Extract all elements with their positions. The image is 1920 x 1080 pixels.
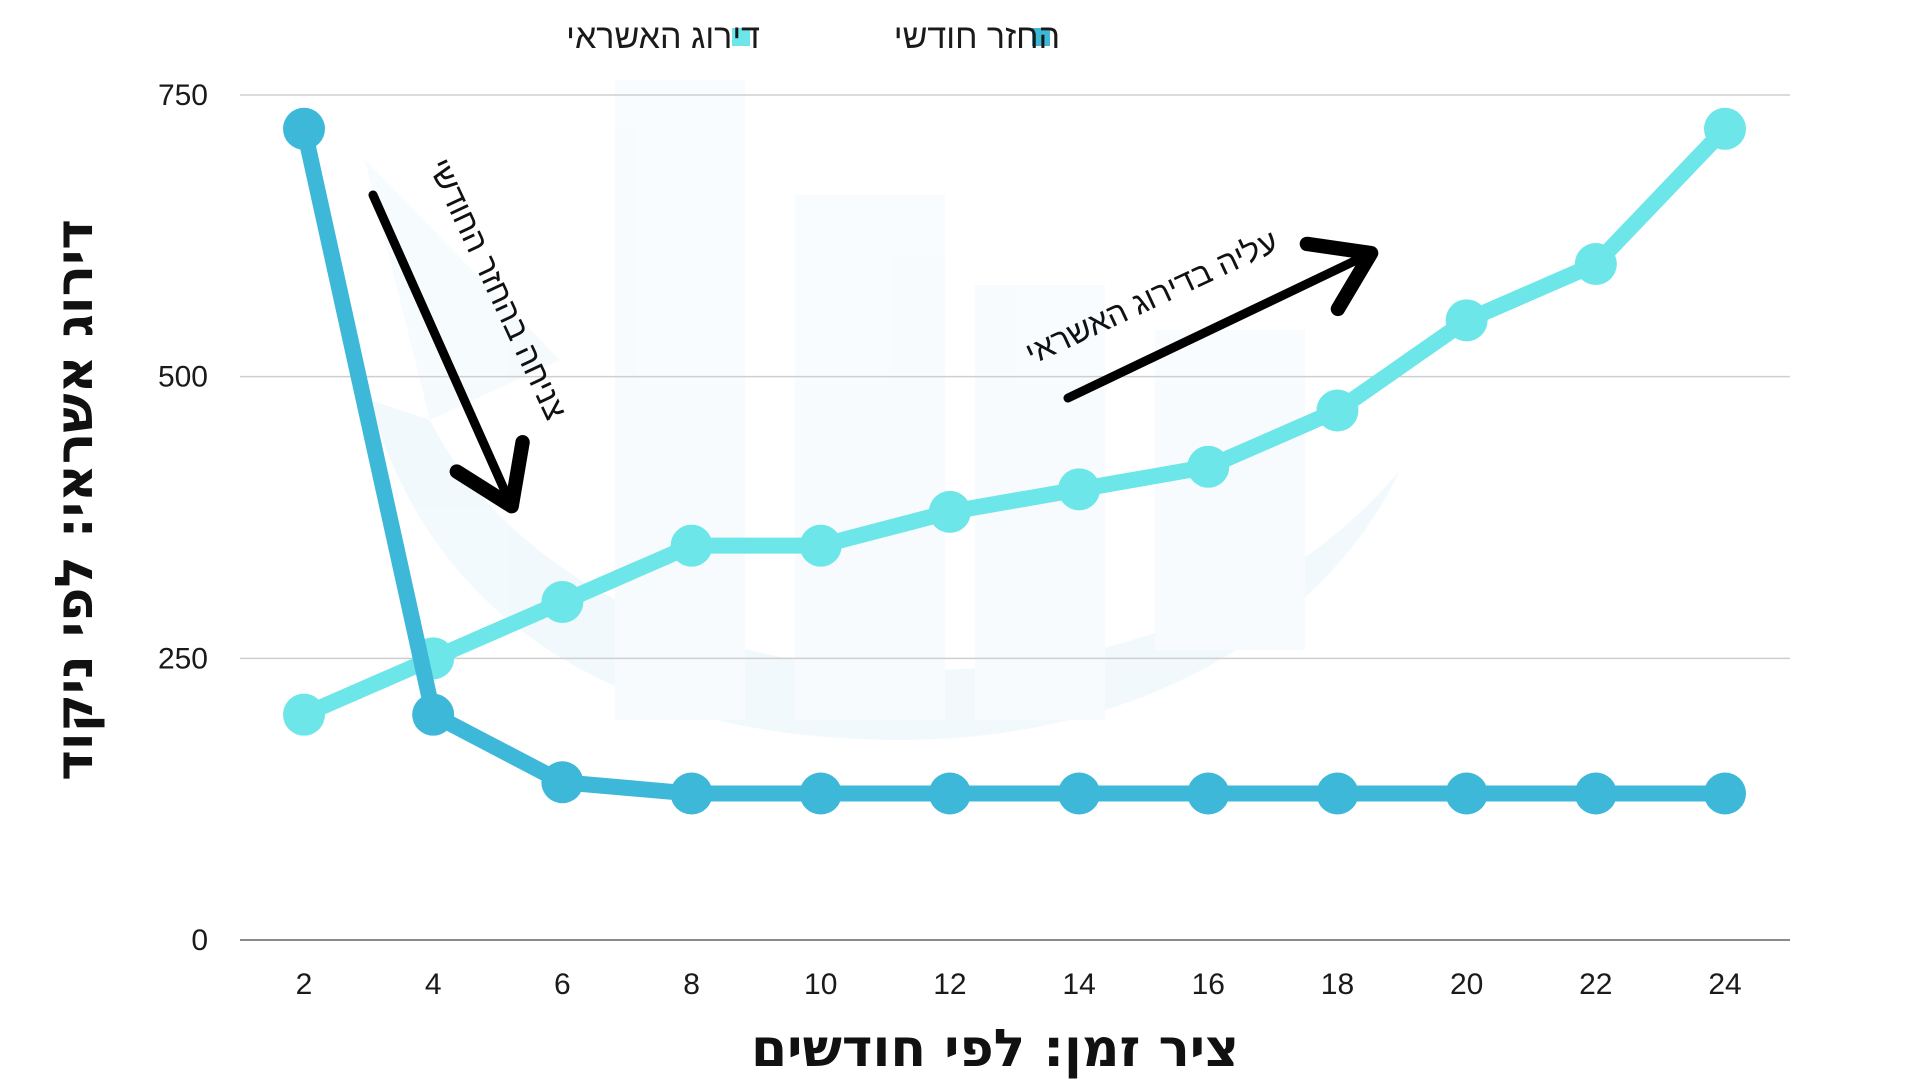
data-point [1445, 299, 1488, 342]
series-lines [283, 107, 1746, 815]
data-point [283, 693, 325, 736]
y-axis-ticks: 0 250 500 750 [158, 79, 208, 957]
x-tick-label: 24 [1708, 968, 1741, 1001]
y-tick-label: 0 [191, 924, 208, 957]
x-tick-label: 20 [1450, 968, 1483, 1001]
data-point [670, 772, 713, 815]
data-point [541, 581, 584, 623]
x-tick-label: 8 [683, 968, 700, 1001]
data-point [1316, 389, 1359, 432]
x-axis-ticks: 2 4 6 8 10 12 14 16 18 20 22 24 [296, 968, 1742, 1001]
x-tick-label: 18 [1321, 968, 1354, 1001]
y-axis-title: דירוג אשראי: לפי ניקוד [45, 219, 105, 781]
data-point [1058, 772, 1101, 815]
x-tick-label: 16 [1192, 968, 1225, 1001]
data-point [1574, 243, 1617, 285]
data-point [541, 761, 584, 804]
y-tick-label: 250 [158, 642, 208, 675]
data-point [928, 772, 971, 815]
x-tick-label: 22 [1579, 968, 1612, 1001]
x-axis-title: ציר זמן: לפי חודשים [751, 1019, 1239, 1079]
x-tick-label: 4 [425, 968, 442, 1001]
gridlines [240, 94, 1790, 941]
legend-label-payment: החזר חודשי [894, 18, 1060, 56]
annotation-rise-arrow [1063, 236, 1379, 403]
legend-swatch-payment [1032, 28, 1050, 46]
legend-swatch-rating [732, 28, 750, 46]
x-tick-label: 2 [296, 968, 313, 1001]
series-line [296, 120, 1733, 723]
series-line [296, 120, 1733, 802]
data-point [799, 772, 842, 815]
legend: דירוג האשראי החזר חודשי [566, 18, 1060, 56]
background-swoosh-decoration [365, 80, 1400, 740]
data-point [1574, 772, 1617, 815]
data-point [1058, 468, 1101, 511]
y-tick-label: 500 [158, 361, 208, 394]
x-tick-label: 10 [804, 968, 837, 1001]
x-tick-label: 6 [554, 968, 571, 1001]
y-tick-label: 750 [158, 79, 208, 112]
legend-label-rating: דירוג האשראי [566, 18, 760, 56]
x-tick-label: 12 [933, 968, 966, 1001]
data-point [1445, 772, 1488, 815]
data-point [928, 490, 971, 533]
data-point [1704, 772, 1746, 815]
data-point [283, 107, 325, 150]
data-point [670, 524, 713, 567]
data-point [1704, 107, 1746, 150]
data-point [1316, 772, 1359, 815]
series-0 [283, 107, 1746, 815]
annotation-drop-arrow [368, 190, 530, 514]
data-point [412, 693, 455, 736]
data-point [1187, 772, 1230, 815]
data-point [799, 524, 842, 567]
x-tick-label: 14 [1062, 968, 1095, 1001]
series-1 [283, 107, 1746, 736]
data-point [1187, 445, 1230, 488]
